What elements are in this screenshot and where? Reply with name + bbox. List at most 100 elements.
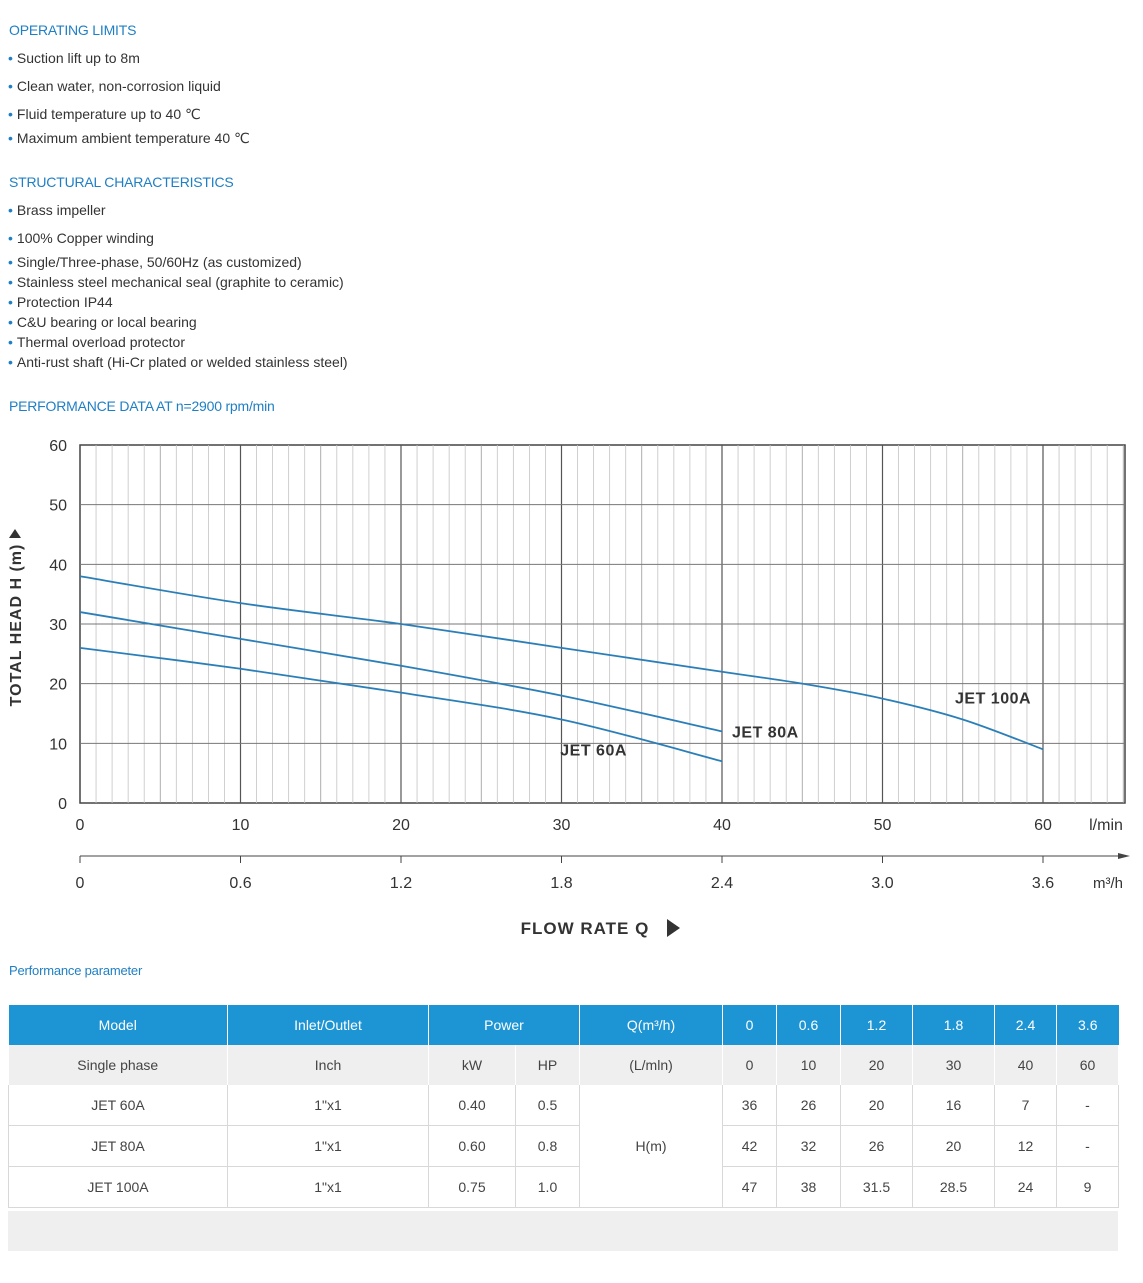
structural-title: STRUCTURAL CHARACTERISTICS	[9, 174, 234, 190]
performance-table: Model Inlet/Outlet Power Q(m³/h) 0 0.6 1…	[8, 1005, 1119, 1208]
header-cell: 1.8	[912, 1005, 995, 1045]
value-cell: 20	[840, 1085, 913, 1126]
table-cell: (L/mln)	[579, 1045, 723, 1085]
value-cell: 12	[994, 1125, 1057, 1167]
list-item: • Stainless steel mechanical seal (graphi…	[8, 274, 344, 290]
performance-chart: 0 10 20 30 40 50 60 0 10 20 30 40 50 60 l/min 0 0.6 1.2 1.…	[8, 438, 1130, 938]
y-tick-label: 10	[49, 736, 67, 753]
header-cell: Power	[428, 1005, 580, 1045]
table-subheader-row: Single phase Inch kW HP (L/mln) 0 10 20 …	[8, 1045, 1119, 1085]
header-cell: 1.2	[840, 1005, 913, 1045]
table-header-row: Model Inlet/Outlet Power Q(m³/h) 0 0.6 1…	[8, 1005, 1119, 1045]
list-item: • Anti-rust shaft (Hi-Cr plated or welded…	[8, 354, 348, 370]
table-row: JET 80A 1"x1 0.60 0.8 42 32 26 20 12 -	[8, 1125, 1119, 1167]
value-cell: 9	[1056, 1166, 1119, 1208]
list-item: • Fluid temperature up to 40 ℃	[8, 106, 201, 122]
y-tick-label: 50	[49, 498, 67, 515]
axis-arrow-icon	[1118, 853, 1130, 859]
list-item: • Clean water, non-corrosion liquid	[8, 78, 221, 94]
value-cell: 38	[776, 1166, 841, 1208]
x2-tick-label: 3.6	[1032, 875, 1054, 892]
value-cell: 26	[840, 1125, 913, 1167]
series-line	[79, 646, 723, 763]
x2-tick-label: 0.6	[229, 875, 251, 892]
list-item: • 100% Copper winding	[8, 230, 154, 246]
x2-tick-label: 0	[76, 875, 85, 892]
table-section-title: Performance parameter	[9, 963, 143, 978]
y-tick-label: 40	[49, 557, 67, 574]
table-cell: 30	[912, 1045, 995, 1085]
value-cell: 36	[722, 1085, 777, 1126]
value-cell: 31.5	[840, 1166, 913, 1208]
list-item: • C&U bearing or local bearing	[8, 314, 197, 330]
kw-cell: 0.40	[428, 1085, 516, 1126]
hp-cell: 1.0	[515, 1166, 580, 1208]
performance-title: PERFORMANCE DATA AT n=2900 rpm/min	[9, 398, 275, 414]
table-cell: 40	[994, 1045, 1057, 1085]
x-tick-label: 40	[713, 817, 731, 834]
header-cell: 0.6	[776, 1005, 841, 1045]
series-label: JET 100A	[955, 690, 1031, 707]
x-tick-label: 20	[392, 817, 410, 834]
header-cell: 2.4	[994, 1005, 1057, 1045]
value-cell: 28.5	[912, 1166, 995, 1208]
series-line	[79, 611, 723, 733]
value-cell: -	[1056, 1125, 1119, 1167]
inlet-cell: 1"x1	[227, 1085, 429, 1126]
value-cell: 24	[994, 1166, 1057, 1208]
header-cell: Inlet/Outlet	[227, 1005, 429, 1045]
x-axis-title: FLOW RATE Q	[521, 919, 650, 938]
chart-axes: 0 10 20 30 40 50 60 0 10 20 30 40 50 60 l/min 0 0.6 1.2 1.…	[8, 438, 1130, 938]
table-cell: 60	[1056, 1045, 1119, 1085]
inlet-cell: 1"x1	[227, 1125, 429, 1167]
kw-cell: 0.75	[428, 1166, 516, 1208]
header-cell: Model	[8, 1005, 228, 1045]
value-cell: 20	[912, 1125, 995, 1167]
list-item: • Maximum ambient temperature 40 ℃	[8, 130, 250, 146]
series-label: JET 80A	[732, 724, 799, 741]
value-cell: -	[1056, 1085, 1119, 1126]
table-cell: Single phase	[8, 1045, 228, 1085]
value-cell: 16	[912, 1085, 995, 1126]
table-cell: 0	[722, 1045, 777, 1085]
y-tick-label: 0	[58, 796, 67, 813]
inlet-cell: 1"x1	[227, 1166, 429, 1208]
value-cell: 47	[722, 1166, 777, 1208]
table-cell: 10	[776, 1045, 841, 1085]
list-item: • Thermal overload protector	[8, 334, 185, 350]
y-tick-label: 60	[49, 438, 67, 455]
model-cell: JET 60A	[8, 1085, 228, 1126]
chart-grid	[79, 444, 1126, 804]
list-item: • Suction lift up to 8m	[8, 50, 140, 66]
table-footer-bar	[8, 1211, 1118, 1251]
chart-series	[79, 575, 1044, 763]
list-item: • Protection IP44	[8, 294, 113, 310]
x2-unit-label: m³/h	[1093, 875, 1123, 892]
x-tick-label: 60	[1034, 817, 1052, 834]
header-cell: Q(m³/h)	[579, 1005, 723, 1045]
x-tick-label: 0	[76, 817, 85, 834]
x2-tick-label: 1.8	[550, 875, 572, 892]
hp-cell: 0.5	[515, 1085, 580, 1126]
header-cell: 0	[722, 1005, 777, 1045]
value-cell: 7	[994, 1085, 1057, 1126]
y-tick-label: 30	[49, 617, 67, 634]
table-row: JET 100A 1"x1 0.75 1.0 47 38 31.5 28.5 2…	[8, 1166, 1119, 1208]
list-item: • Single/Three-phase, 50/60Hz (as customi…	[8, 254, 302, 270]
header-cell: 3.6	[1056, 1005, 1119, 1045]
x2-tick-label: 3.0	[871, 875, 893, 892]
model-cell: JET 100A	[8, 1166, 228, 1208]
play-arrow-icon	[667, 919, 680, 937]
up-arrow-icon	[9, 529, 21, 538]
h-label-cell: H(m)	[579, 1085, 723, 1208]
table-cell: HP	[515, 1045, 580, 1085]
y-tick-label: 20	[49, 677, 67, 694]
series-label: JET 60A	[560, 742, 627, 759]
y-axis-title: TOTAL HEAD H (m)	[8, 544, 25, 707]
value-cell: 42	[722, 1125, 777, 1167]
x-tick-label: 30	[553, 817, 571, 834]
table-cell: kW	[428, 1045, 516, 1085]
x2-tick-label: 1.2	[390, 875, 412, 892]
hp-cell: 0.8	[515, 1125, 580, 1167]
table-cell: Inch	[227, 1045, 429, 1085]
